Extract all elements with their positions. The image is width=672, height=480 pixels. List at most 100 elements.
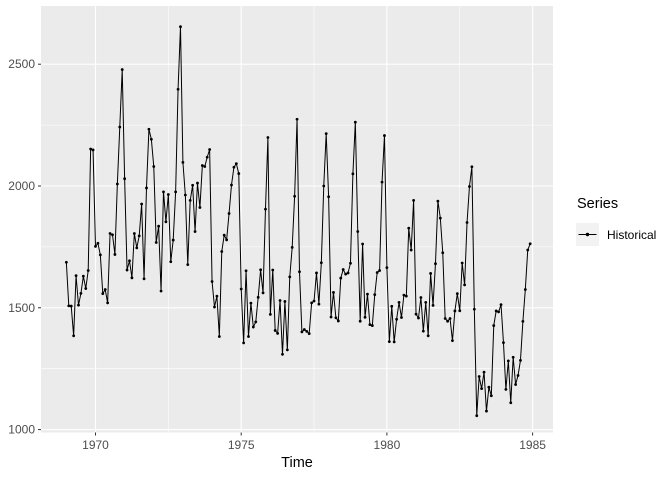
data-point	[334, 316, 338, 320]
y-tick-labels: 1000 1500 2000 2500	[8, 57, 35, 436]
data-point	[375, 271, 379, 274]
y-tick-label: 2500	[8, 57, 35, 71]
data-point	[283, 300, 287, 303]
data-point	[363, 315, 367, 319]
data-point	[453, 309, 457, 313]
data-point	[271, 268, 275, 272]
data-point	[443, 317, 447, 320]
data-point	[266, 136, 270, 139]
data-point	[268, 312, 272, 316]
data-point	[128, 259, 131, 263]
data-point	[414, 312, 418, 316]
data-point	[130, 276, 134, 280]
legend-key	[576, 223, 599, 246]
data-point	[429, 272, 433, 275]
data-point	[281, 352, 284, 356]
data-point	[387, 340, 391, 344]
data-point	[293, 194, 297, 198]
data-point	[521, 320, 525, 323]
data-point	[519, 359, 522, 362]
data-point	[77, 303, 80, 307]
data-point	[468, 185, 471, 188]
data-point	[353, 120, 357, 124]
data-point	[188, 198, 192, 202]
data-point	[222, 233, 226, 237]
data-point	[460, 261, 464, 265]
data-point	[312, 299, 316, 303]
data-point	[298, 270, 301, 274]
data-point	[356, 230, 360, 233]
data-point	[465, 221, 469, 224]
data-point	[84, 287, 88, 290]
data-point	[426, 334, 430, 338]
x-tick-labels: 1970 1975 1980 1985	[82, 438, 546, 452]
axis-ticks	[38, 63, 534, 436]
data-point	[523, 288, 527, 291]
data-point	[300, 330, 304, 334]
data-point	[174, 190, 178, 194]
data-point	[166, 193, 170, 196]
data-point	[142, 277, 146, 281]
data-point	[506, 359, 510, 363]
data-point	[152, 165, 156, 168]
data-point	[349, 261, 352, 265]
grid-major	[41, 6, 553, 433]
data-point	[81, 274, 85, 278]
data-point	[213, 305, 216, 309]
data-point	[402, 293, 406, 297]
data-point	[247, 335, 250, 338]
data-point	[373, 293, 377, 297]
data-point	[421, 329, 425, 333]
data-point	[171, 238, 175, 242]
legend-entry-label: Historical	[607, 227, 657, 242]
data-point	[230, 183, 233, 187]
data-point	[516, 374, 520, 377]
data-point	[446, 319, 450, 323]
data-point	[395, 317, 399, 321]
data-point	[489, 394, 493, 398]
data-point	[288, 275, 292, 279]
data-point	[441, 251, 445, 255]
data-point	[145, 186, 148, 190]
data-point	[196, 181, 199, 185]
data-point	[86, 269, 90, 272]
data-point	[208, 148, 212, 151]
y-tick-label: 2000	[8, 179, 35, 193]
data-point	[339, 276, 343, 280]
data-point	[227, 212, 231, 215]
data-point	[149, 137, 153, 141]
data-point	[511, 355, 515, 359]
data-point	[215, 294, 219, 298]
data-point	[494, 309, 498, 313]
data-point	[193, 230, 197, 233]
data-point	[120, 68, 124, 71]
data-point	[341, 268, 345, 271]
data-point	[307, 332, 311, 336]
data-point	[324, 132, 328, 136]
data-point	[103, 288, 107, 291]
data-point	[455, 292, 459, 296]
data-point	[451, 339, 454, 343]
data-point	[96, 241, 100, 245]
data-point	[72, 334, 76, 338]
data-point	[79, 292, 83, 295]
data-point	[261, 291, 265, 295]
data-point	[438, 216, 442, 220]
data-point	[113, 253, 117, 256]
data-point	[482, 370, 486, 374]
data-point	[244, 269, 248, 273]
data-point	[392, 340, 396, 344]
data-point	[232, 165, 236, 169]
data-point	[276, 331, 280, 335]
data-point	[123, 177, 127, 181]
data-point	[237, 172, 241, 175]
legend-entry: Historical	[576, 223, 656, 246]
x-tick-label: 1980	[374, 438, 401, 452]
y-tick-label: 1500	[8, 301, 35, 315]
legend-title: Series	[577, 196, 619, 212]
data-point	[477, 375, 481, 378]
data-point	[111, 233, 114, 237]
data-point	[319, 261, 323, 265]
data-point	[183, 193, 187, 197]
data-point	[487, 385, 491, 389]
